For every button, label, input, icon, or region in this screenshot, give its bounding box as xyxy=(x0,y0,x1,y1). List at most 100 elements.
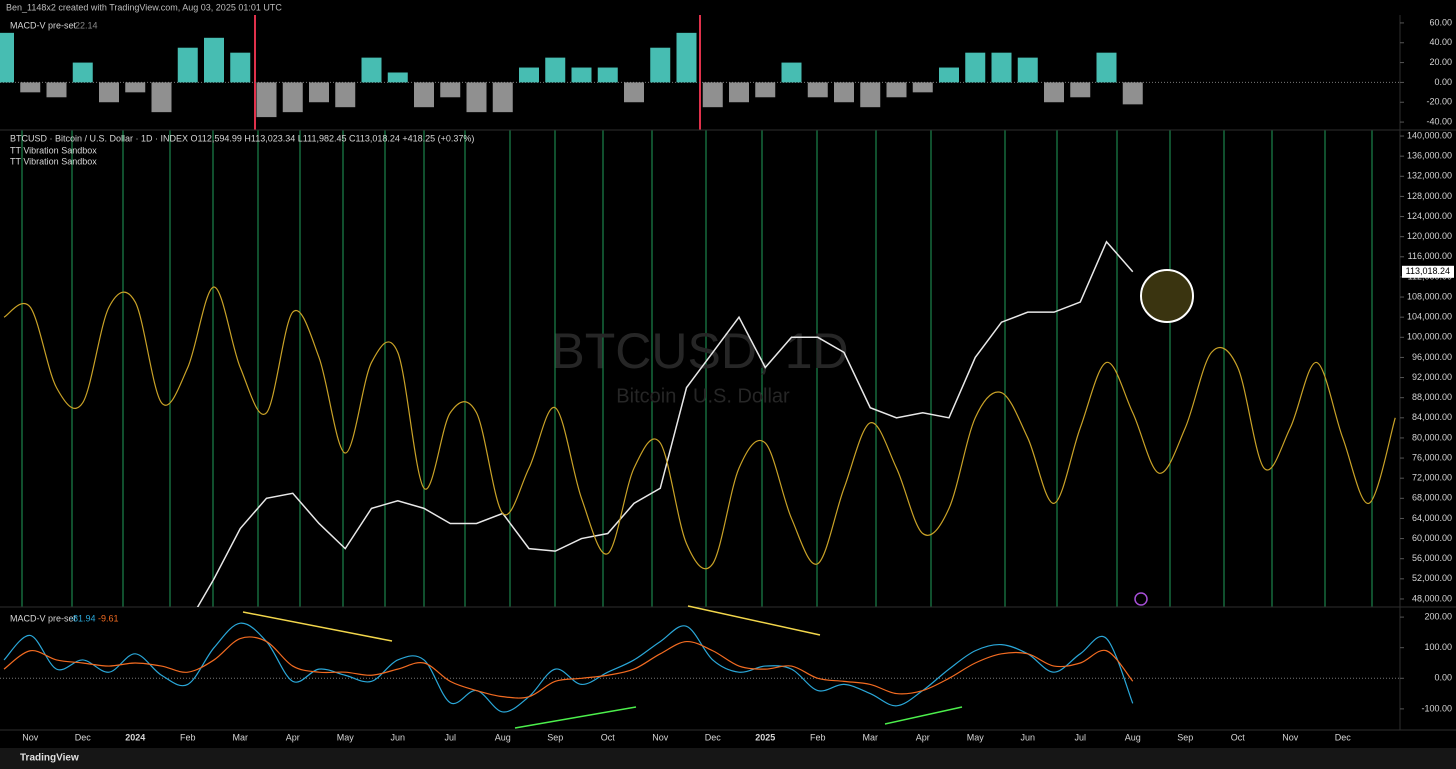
y-tick-label: -40.00 xyxy=(1426,116,1452,126)
price-tag-label: 113,018.24 xyxy=(1406,266,1450,276)
pane-value: -22.14 xyxy=(72,20,98,30)
y-tick-label: 0.00 xyxy=(1434,77,1452,87)
histogram-bar xyxy=(309,82,329,103)
histogram-bar xyxy=(20,82,41,93)
x-tick-label: Jun xyxy=(1020,732,1035,742)
histogram-bar xyxy=(282,82,303,113)
x-tick-label: Apr xyxy=(916,732,930,742)
x-tick-label: Apr xyxy=(286,732,300,742)
price-tag xyxy=(1402,265,1454,278)
histogram-bar xyxy=(624,82,644,103)
event-icon[interactable] xyxy=(1134,592,1148,606)
x-tick-label: Aug xyxy=(1125,732,1141,742)
y-tick-label: 72,000.00 xyxy=(1412,473,1452,483)
y-tick-label: 124,000.00 xyxy=(1407,211,1452,221)
histogram-bar xyxy=(1070,82,1091,98)
y-tick-label: 56,000.00 xyxy=(1412,553,1452,563)
histogram-bar xyxy=(99,82,119,103)
x-tick-label: Mar xyxy=(863,732,879,742)
histogram-bar xyxy=(466,82,487,113)
x-tick-label: Dec xyxy=(705,732,722,742)
x-tick-label: Nov xyxy=(22,732,39,742)
y-tick-label: 100,000.00 xyxy=(1407,332,1452,342)
series-line xyxy=(196,240,1134,607)
x-tick-label: May xyxy=(337,732,355,742)
y-tick-label: -20.00 xyxy=(1426,97,1452,107)
y-tick-label: 0.00 xyxy=(1434,673,1452,683)
y-tick-label: 96,000.00 xyxy=(1412,352,1452,362)
histogram-bar xyxy=(676,32,697,83)
pane xyxy=(3,240,1396,607)
histogram-bar xyxy=(177,47,198,83)
x-tick-label: 2024 xyxy=(125,732,145,742)
trend-line xyxy=(242,611,393,642)
x-tick-label: Sep xyxy=(1177,732,1193,742)
last-value: -9.61 xyxy=(98,613,119,623)
histogram-bar xyxy=(440,82,461,98)
footer-brand[interactable]: TradingView xyxy=(20,753,79,764)
series-line xyxy=(3,286,1396,570)
y-tick-label: 200.00 xyxy=(1424,611,1452,621)
x-tick-label: May xyxy=(967,732,985,742)
histogram-bar xyxy=(256,82,277,118)
series-line xyxy=(3,622,1134,713)
pane-title: MACD-V pre-set xyxy=(10,20,77,30)
y-tick-label: 92,000.00 xyxy=(1412,372,1452,382)
x-tick-label: Dec xyxy=(75,732,92,742)
histogram-bar xyxy=(939,67,959,83)
histogram-bar xyxy=(387,72,408,83)
footer-bar xyxy=(0,748,1456,769)
x-tick-label: Nov xyxy=(1282,732,1299,742)
histogram-bar xyxy=(46,82,67,98)
indicator-label: TT Vibration Sandbox xyxy=(10,156,97,166)
watermark: BTCUSD, 1D xyxy=(551,323,848,379)
header: Ben_1148x2 created with TradingView.com,… xyxy=(6,2,282,12)
y-tick-label: 140,000.00 xyxy=(1407,130,1452,140)
y-tick-label: 116,000.00 xyxy=(1408,251,1452,261)
y-tick-label: 104,000.00 xyxy=(1407,312,1452,322)
pane xyxy=(3,622,1134,713)
histogram-bar xyxy=(834,82,854,103)
highlight-circle xyxy=(1140,269,1194,323)
histogram-bar xyxy=(1096,52,1117,83)
watermark-subtitle: Bitcoin / U.S. Dollar xyxy=(616,385,790,407)
histogram-bar xyxy=(72,62,93,83)
x-tick-label: Feb xyxy=(810,732,826,742)
y-tick-label: -100.00 xyxy=(1421,703,1452,713)
histogram-bar xyxy=(650,47,671,83)
cycle-lines xyxy=(21,130,1373,607)
histogram-bar xyxy=(1044,82,1064,103)
histogram-bar xyxy=(230,52,251,83)
y-tick-label: 84,000.00 xyxy=(1412,412,1452,422)
x-tick-label: Mar xyxy=(233,732,249,742)
histogram-bar xyxy=(545,57,566,83)
y-tick-label: 64,000.00 xyxy=(1412,513,1452,523)
histogram-bar xyxy=(519,67,539,83)
histogram-bar xyxy=(335,82,356,108)
histogram-bar xyxy=(807,82,828,98)
last-value: -81.94 xyxy=(70,613,96,623)
histogram-bar xyxy=(151,82,172,113)
histogram-bar xyxy=(597,67,618,83)
y-tick-label: 68,000.00 xyxy=(1412,493,1452,503)
pane-title: MACD-V pre-set xyxy=(10,613,77,623)
histogram-bar xyxy=(361,57,382,83)
histogram-bar xyxy=(125,82,146,93)
histogram-bar xyxy=(1122,82,1143,105)
histogram-bar xyxy=(912,82,933,93)
y-tick-label: 120,000.00 xyxy=(1407,231,1452,241)
x-tick-label: Oct xyxy=(601,732,616,742)
histogram-bar xyxy=(0,32,14,83)
x-tick-label: Aug xyxy=(495,732,511,742)
x-tick-label: Jul xyxy=(1074,732,1086,742)
y-tick-label: 88,000.00 xyxy=(1412,392,1452,402)
histogram-bar xyxy=(860,82,881,108)
symbol-legend: BTCUSD · Bitcoin / U.S. Dollar · 1D · IN… xyxy=(10,133,474,143)
y-tick-label: 48,000.00 xyxy=(1412,593,1452,603)
x-tick-label: Jun xyxy=(390,732,405,742)
histogram-bar xyxy=(571,67,592,83)
pane xyxy=(0,32,1143,118)
histogram-bar xyxy=(991,52,1012,83)
y-tick-label: 60.00 xyxy=(1429,17,1452,27)
